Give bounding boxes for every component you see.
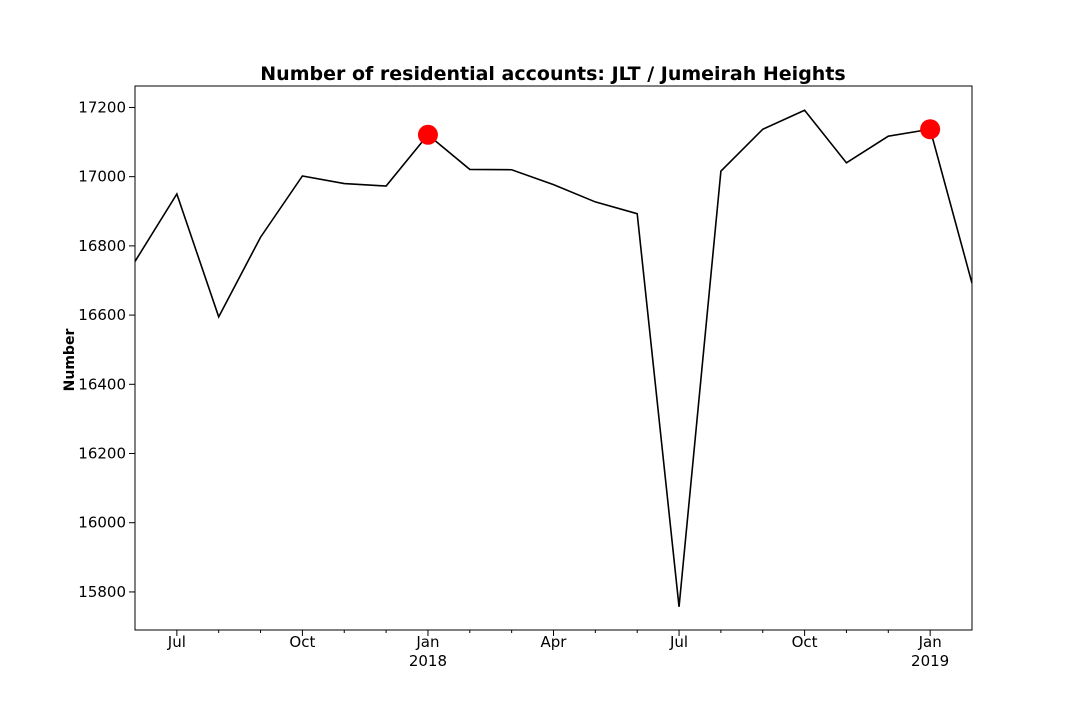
y-tick-label: 16400 <box>78 375 126 393</box>
y-tick-label: 15800 <box>78 583 126 601</box>
y-axis-label: Number <box>62 329 78 392</box>
x-tick-label: Oct <box>792 633 818 651</box>
plot-frame <box>134 85 973 631</box>
highlight-point <box>417 124 438 145</box>
x-tick-label: Jan <box>918 633 942 651</box>
x-tick-year-label: 2018 <box>409 652 447 670</box>
y-tick-label: 16600 <box>78 306 126 324</box>
y-tick-label: 17200 <box>78 98 126 116</box>
chart-title: Number of residential accounts: JLT / Ju… <box>260 63 845 85</box>
y-tick-label: 16000 <box>78 514 126 532</box>
highlight-point <box>920 119 941 140</box>
x-tick-label: Jul <box>669 633 688 651</box>
x-tick-label: Jan <box>415 633 439 651</box>
y-axis-ticks: 15800 16000 16200 16400 16600 16800 17000 17200 <box>78 98 135 601</box>
x-tick-year-label: 2019 <box>911 652 949 670</box>
y-tick-label: 17000 <box>78 168 126 186</box>
y-tick-label: 16800 <box>78 237 126 255</box>
highlight-markers <box>417 119 941 145</box>
x-tick-label: Jul <box>167 633 186 651</box>
series-line <box>135 109 972 607</box>
y-tick-label: 16200 <box>78 445 126 463</box>
x-tick-label: Oct <box>289 633 315 651</box>
x-tick-label: Apr <box>541 633 568 651</box>
